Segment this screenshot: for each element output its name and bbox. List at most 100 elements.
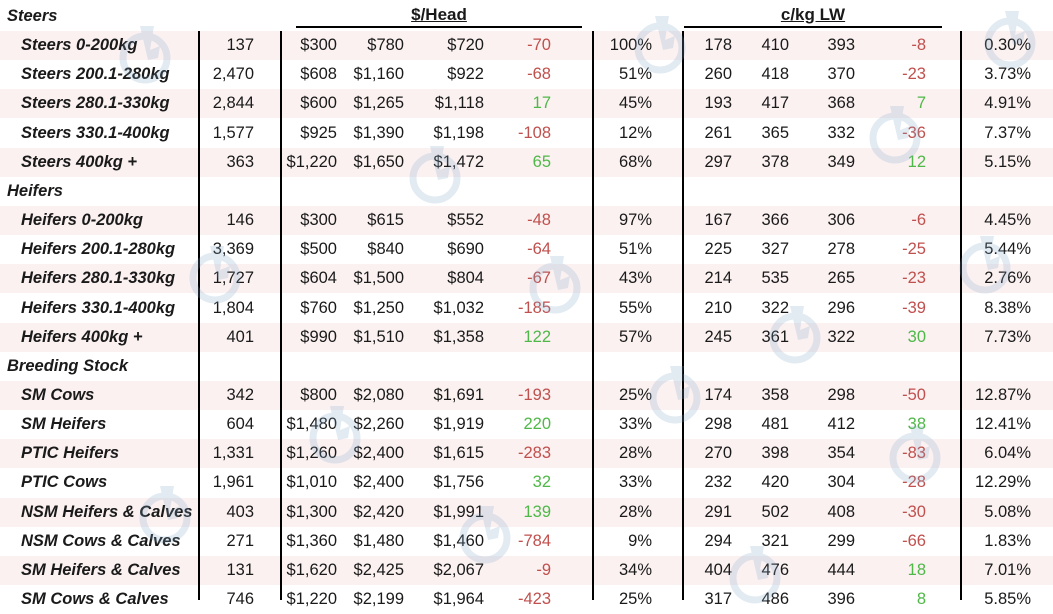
cell-c-lo: 210 <box>704 298 732 317</box>
cell-c-hi: 410 <box>761 36 789 55</box>
cell-c-avg: 304 <box>827 473 855 492</box>
cell-c-hi: 481 <box>761 415 789 434</box>
section-title: Heifers <box>7 181 63 200</box>
cell-share: 1.83% <box>984 531 1031 550</box>
cell-c-chg: 38 <box>907 415 926 434</box>
column-divider <box>198 31 200 600</box>
cell-c-hi: 420 <box>761 473 789 492</box>
cell-chg: 122 <box>523 327 551 346</box>
cell-c-avg: 298 <box>827 385 855 404</box>
cell-c-chg: -83 <box>902 444 926 463</box>
cell-avg: $552 <box>447 211 484 230</box>
cell-c-hi: 365 <box>761 123 789 142</box>
cell-avg: $1,691 <box>433 385 484 404</box>
row-label: Steers 330.1-400kg <box>21 123 170 142</box>
column-divider <box>592 31 594 600</box>
column-divider <box>682 31 684 600</box>
cell-hi: $1,480 <box>353 531 404 550</box>
cell-pct: 57% <box>618 327 652 346</box>
table-row: Heifers 400kg + 401 $990 $1,510 $1,358 122 57%… <box>0 322 1053 352</box>
cell-n: 137 <box>226 36 254 55</box>
row-label: PTIC Cows <box>21 473 108 492</box>
row-label: Heifers 200.1-280kg <box>21 240 176 259</box>
row-label: Steers 400kg + <box>21 152 138 171</box>
table-row: Heifers 0-200kg 146 $300 $615 $552 -48 97% 167 3… <box>0 206 1053 236</box>
cell-c-chg: -23 <box>902 65 926 84</box>
section-header-row: Breeding Stock <box>0 352 1053 381</box>
cell-c-lo: 167 <box>704 211 732 230</box>
cell-chg: -185 <box>517 298 551 317</box>
cell-c-chg: 8 <box>916 590 926 608</box>
cell-c-hi: 535 <box>761 269 789 288</box>
cell-c-avg: 370 <box>827 65 855 84</box>
cell-c-hi: 398 <box>761 444 789 463</box>
cell-lo: $1,220 <box>286 152 337 171</box>
logo-watermark-icon <box>459 506 511 564</box>
cell-c-lo: 261 <box>704 123 732 142</box>
table-row: PTIC Cows 1,961 $1,010 $2,400 $1,756 32 33% 232… <box>0 468 1053 497</box>
cell-avg: $1,032 <box>433 298 484 317</box>
section-header-row: Steers <box>0 2 1053 31</box>
cell-lo: $760 <box>300 298 337 317</box>
cell-share: 2.76% <box>984 269 1031 288</box>
cell-c-hi: 502 <box>761 502 789 521</box>
cell-c-chg: 12 <box>907 152 926 171</box>
cell-c-avg: 332 <box>827 123 855 142</box>
logo-watermark-icon <box>769 306 821 364</box>
cell-avg: $1,472 <box>433 152 484 171</box>
cell-c-avg: 296 <box>827 298 855 317</box>
cell-c-hi: 378 <box>761 152 789 171</box>
cell-avg: $1,756 <box>433 473 484 492</box>
lw-price-header-text: c/kg LW <box>780 5 846 24</box>
cell-lo: $1,480 <box>286 415 337 434</box>
cell-c-avg: 265 <box>827 269 855 288</box>
cell-lo: $925 <box>300 123 337 142</box>
logo-watermark-icon <box>634 16 686 74</box>
cell-pct: 43% <box>618 269 652 288</box>
cell-c-chg: 30 <box>907 327 926 346</box>
cell-hi: $2,420 <box>353 502 404 521</box>
row-label: Heifers 400kg + <box>21 327 143 346</box>
cell-hi: $1,650 <box>353 152 404 171</box>
cell-pct: 97% <box>618 211 652 230</box>
cell-pct: 28% <box>618 444 652 463</box>
section-title: Steers <box>7 7 58 25</box>
cell-hi: $780 <box>367 36 404 55</box>
cell-c-chg: -36 <box>902 123 926 142</box>
cell-hi: $1,500 <box>353 269 404 288</box>
cell-c-chg: -8 <box>911 36 926 55</box>
cell-c-hi: 476 <box>761 560 789 579</box>
row-label: SM Cows <box>21 385 95 404</box>
cell-c-lo: 297 <box>704 152 732 171</box>
cell-c-avg: 278 <box>827 240 855 259</box>
head-price-header-rule <box>296 26 582 28</box>
cell-hi: $1,250 <box>353 298 404 317</box>
cell-c-hi: 327 <box>761 240 789 259</box>
cell-c-lo: 294 <box>704 531 732 550</box>
cell-chg: 65 <box>532 152 551 171</box>
section-header-row: Heifers <box>0 177 1053 206</box>
cell-chg: -193 <box>517 385 551 404</box>
cell-c-chg: -50 <box>902 385 926 404</box>
cell-pct: 25% <box>618 385 652 404</box>
cell-c-lo: 232 <box>704 473 732 492</box>
table-row: NSM Cows & Calves 271 $1,360 $1,480 $1,460 -7… <box>0 527 1053 556</box>
cell-c-avg: 322 <box>827 327 855 346</box>
row-label: Steers 0-200kg <box>21 36 138 55</box>
row-label: NSM Cows & Calves <box>21 531 181 550</box>
table-row: Steers 280.1-330kg 2,844 $600 $1,265 $1,118 1… <box>0 89 1053 119</box>
cell-lo: $500 <box>300 240 337 259</box>
cell-c-avg: 306 <box>827 211 855 230</box>
cell-c-chg: 18 <box>907 560 926 579</box>
cell-hi: $2,260 <box>353 415 404 434</box>
cell-share: 12.41% <box>975 415 1031 434</box>
cell-pct: 33% <box>618 473 652 492</box>
cell-pct: 28% <box>618 502 652 521</box>
cell-lo: $608 <box>300 65 337 84</box>
cell-c-chg: -25 <box>902 240 926 259</box>
table-row: Steers 400kg + 363 $1,220 $1,650 $1,472 65 68%… <box>0 147 1053 177</box>
cell-share: 7.01% <box>984 560 1031 579</box>
cell-chg: -283 <box>517 444 551 463</box>
cell-share: 12.87% <box>975 385 1031 404</box>
row-label: Heifers 0-200kg <box>21 211 143 230</box>
